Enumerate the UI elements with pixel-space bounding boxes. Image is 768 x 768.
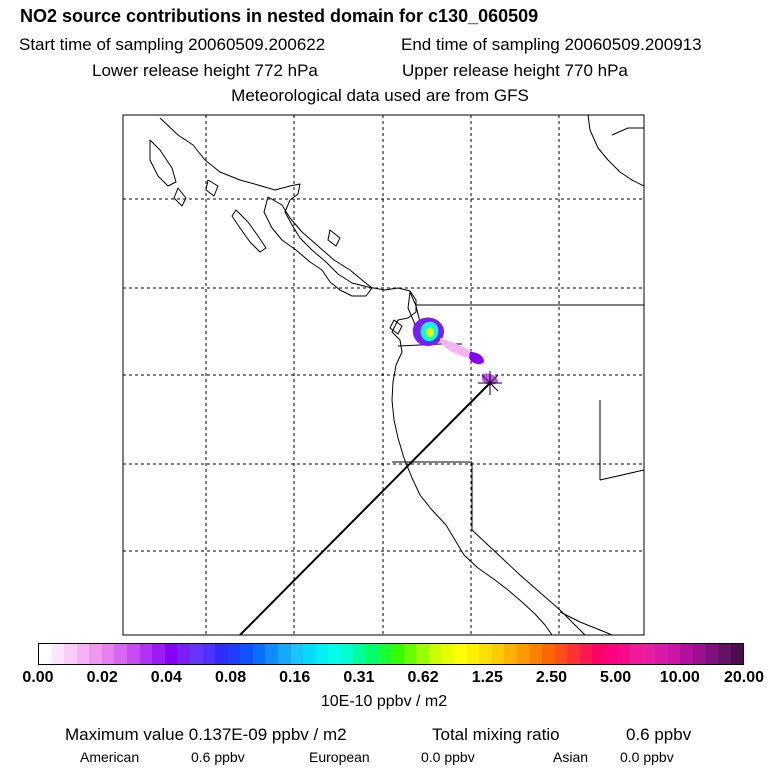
color-scale-swatch bbox=[139, 644, 153, 664]
source-european-value: 0.0 ppbv bbox=[421, 749, 475, 765]
source-european-label: European bbox=[309, 749, 370, 765]
color-scale-tick-label: 0.16 bbox=[279, 669, 311, 686]
color-scale-tick-label: 1.25 bbox=[471, 669, 503, 686]
color-scale-swatch bbox=[718, 644, 731, 664]
total-mixing-ratio-value: 0.6 ppbv bbox=[626, 725, 692, 744]
color-scale-tick-label: 0.31 bbox=[343, 669, 375, 686]
map-canvas bbox=[122, 114, 645, 636]
total-mixing-ratio-label: Total mixing ratio bbox=[432, 725, 560, 744]
color-scale-swatch bbox=[529, 644, 543, 664]
color-scale-swatch bbox=[441, 644, 455, 664]
color-scale-swatch bbox=[114, 644, 128, 664]
sampling-end-label: End time of sampling 20060509.200913 bbox=[401, 35, 702, 54]
color-scale-swatch bbox=[328, 644, 341, 664]
upper-release-height-label: Upper release height 770 hPa bbox=[402, 61, 628, 80]
color-scale-swatch bbox=[428, 644, 442, 664]
color-scale-swatch bbox=[64, 644, 77, 664]
color-scale-swatch bbox=[227, 644, 241, 664]
sampling-start-label: Start time of sampling 20060509.200622 bbox=[19, 35, 326, 54]
color-scale-swatch bbox=[340, 644, 354, 664]
color-scale-swatch bbox=[101, 644, 115, 664]
color-scale-swatch bbox=[189, 644, 203, 664]
color-scale-swatch bbox=[152, 644, 165, 664]
color-scale-swatch bbox=[265, 644, 278, 664]
lower-release-height-label: Lower release height 772 hPa bbox=[92, 61, 318, 80]
coastline bbox=[149, 115, 644, 635]
color-scale-tick-label: 10.00 bbox=[659, 669, 700, 686]
color-scale-swatch bbox=[655, 644, 668, 664]
map-gridlines bbox=[123, 115, 644, 635]
color-scale-swatch bbox=[617, 644, 631, 664]
color-scale-swatch bbox=[252, 644, 266, 664]
color-scale-swatch bbox=[277, 644, 291, 664]
color-scale-swatch bbox=[705, 644, 719, 664]
color-scale-tick-label: 0.04 bbox=[150, 669, 182, 686]
color-scale-swatch bbox=[693, 644, 706, 664]
source-american-value: 0.6 ppbv bbox=[191, 749, 245, 765]
color-scale-swatch bbox=[215, 644, 228, 664]
color-scale-swatch bbox=[315, 644, 329, 664]
plume-contours bbox=[412, 317, 498, 385]
color-scale-tick-label: 0.62 bbox=[407, 669, 439, 686]
color-scale-tick-label: 5.00 bbox=[600, 669, 632, 686]
color-scale-swatch bbox=[164, 644, 178, 664]
flight-track bbox=[239, 382, 491, 635]
color-scale-swatch bbox=[592, 644, 606, 664]
color-scale-swatch bbox=[303, 644, 316, 664]
color-scale-swatch bbox=[491, 644, 505, 664]
color-scale-swatch bbox=[416, 644, 429, 664]
color-scale-swatch bbox=[366, 644, 379, 664]
maximum-value-label: Maximum value 0.137E-09 ppbv / m2 bbox=[65, 725, 347, 744]
color-scale-swatch bbox=[579, 644, 593, 664]
color-scale-swatch bbox=[554, 644, 568, 664]
source-american-label: American bbox=[80, 749, 140, 765]
map-frame bbox=[122, 114, 645, 636]
color-scale-swatch bbox=[177, 644, 190, 664]
met-data-label: Meteorological data used are from GFS bbox=[231, 86, 529, 105]
color-scale-bar bbox=[38, 643, 744, 665]
color-scale-tick-label: 20.00 bbox=[723, 669, 765, 686]
release-point-marker bbox=[478, 371, 502, 395]
color-scale-swatch bbox=[567, 644, 580, 664]
color-scale-swatch bbox=[542, 644, 555, 664]
color-scale-swatch bbox=[642, 644, 656, 664]
color-scale-tick-label: 0.02 bbox=[86, 669, 118, 686]
color-scale-swatch bbox=[605, 644, 618, 664]
color-scale-swatch bbox=[51, 644, 65, 664]
color-scale-swatch bbox=[202, 644, 216, 664]
color-scale-swatch bbox=[127, 644, 140, 664]
color-scale-swatch bbox=[76, 644, 90, 664]
color-scale-swatch bbox=[630, 644, 643, 664]
color-scale-swatch bbox=[39, 644, 52, 664]
color-scale-swatch bbox=[89, 644, 102, 664]
color-scale-swatch bbox=[353, 644, 367, 664]
color-scale-units: 10E-10 ppbv / m2 bbox=[320, 693, 448, 710]
color-scale-swatch bbox=[290, 644, 304, 664]
color-scale-swatch bbox=[504, 644, 517, 664]
map-title: NO2 source contributions in nested domai… bbox=[20, 6, 539, 26]
source-asian-label: Asian bbox=[553, 749, 589, 765]
color-scale-swatch bbox=[680, 644, 694, 664]
color-scale-swatch bbox=[240, 644, 253, 664]
color-scale-swatch bbox=[516, 644, 530, 664]
source-asian-value: 0.0 ppbv bbox=[620, 749, 674, 765]
color-scale-tick-label: 2.50 bbox=[535, 669, 568, 686]
color-scale-swatch bbox=[667, 644, 681, 664]
color-scale-swatch bbox=[454, 644, 467, 664]
color-scale-tick-label: 0.08 bbox=[214, 669, 247, 686]
color-scale-swatch bbox=[391, 644, 404, 664]
color-scale-swatch bbox=[466, 644, 480, 664]
color-scale-swatch bbox=[730, 644, 744, 664]
color-scale-swatch bbox=[403, 644, 417, 664]
color-scale-swatch bbox=[378, 644, 392, 664]
color-scale-swatch bbox=[479, 644, 492, 664]
color-scale-tick-label: 0.00 bbox=[22, 669, 54, 686]
